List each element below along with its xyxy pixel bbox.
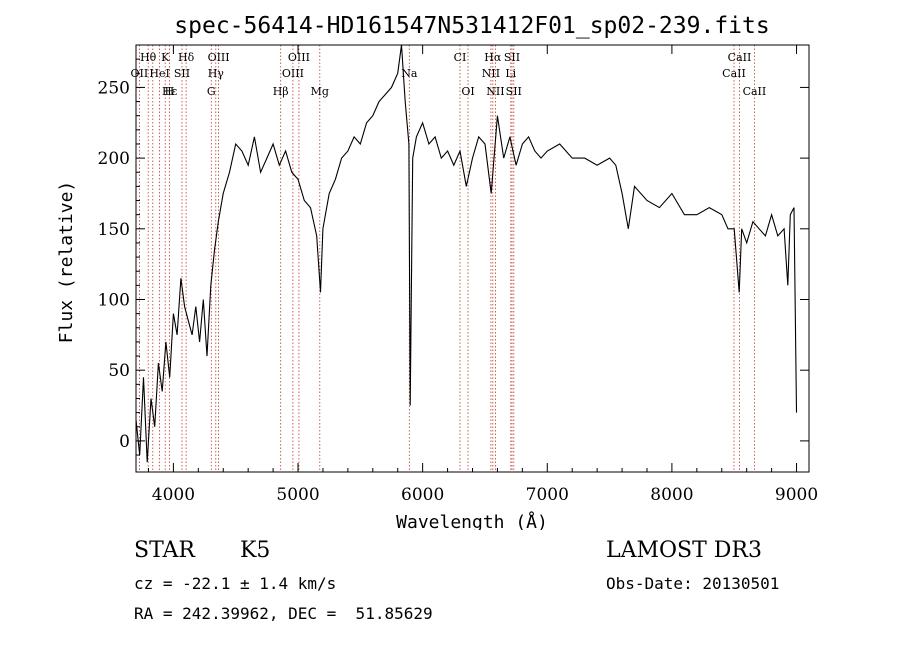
line-label-17: Na: [401, 67, 418, 80]
line-label-14: NII: [482, 67, 500, 80]
line-label-21: Hβ: [273, 85, 289, 98]
line-label-13: OIII: [282, 67, 304, 80]
x-axis-ticks: 4000 5000 6000 7000 8000 9000: [147, 45, 818, 505]
line-label-8: CaII: [728, 51, 752, 64]
line-label-20: G: [207, 85, 216, 98]
line-label-6: Hα: [484, 51, 502, 64]
y-tick-label-1: 50: [108, 361, 130, 381]
line-label-2: Hδ: [178, 51, 195, 64]
line-label-19: H: [165, 85, 175, 98]
line-label-0: Hθ: [140, 51, 157, 64]
y-axis-label: Flux (relative): [56, 181, 77, 344]
y-tick-label-4: 200: [98, 149, 130, 169]
spectral-line-markers: [138, 45, 755, 472]
x-tick-label-1: 5000: [276, 485, 319, 505]
line-label-4: OIII: [288, 51, 310, 64]
y-tick-label-5: 250: [98, 78, 130, 98]
line-label-7: SII: [504, 51, 520, 64]
y-tick-label-2: 100: [98, 291, 130, 311]
x-tick-label-0: 4000: [152, 485, 195, 505]
radial-velocity: cz = -22.1 ± 1.4 km/s: [134, 574, 337, 593]
observation-date: Obs-Date: 20130501: [606, 574, 780, 593]
line-label-5: CI: [454, 51, 467, 64]
line-label-10: HeI: [149, 67, 169, 80]
x-tick-label-5: 9000: [775, 485, 818, 505]
line-label-12: Hγ: [208, 67, 225, 80]
line-label-3: OIII: [208, 51, 230, 64]
y-tick-label-3: 150: [98, 220, 130, 240]
x-axis-label: Wavelength (Å): [396, 511, 548, 530]
line-label-23: OI: [461, 85, 474, 98]
line-label-11: SII: [174, 67, 190, 80]
flux-series-layer: [135, 44, 798, 463]
line-label-26: CaII: [743, 85, 767, 98]
x-tick-label-4: 8000: [650, 485, 693, 505]
line-label-24: NII: [486, 85, 504, 98]
x-tick-label-3: 7000: [526, 485, 569, 505]
plot-frame: [135, 44, 810, 473]
x-tick-label-2: 6000: [401, 485, 444, 505]
flux-series-0: [135, 44, 798, 463]
object-class: STAR: [134, 538, 195, 563]
y-tick-label-0: 0: [119, 432, 130, 452]
line-label-1: K: [161, 51, 170, 64]
line-label-18: Hε: [162, 85, 178, 98]
chart-title: spec-56414-HD161547N531412F01_sp02-239.f…: [174, 13, 769, 39]
object-subclass: K5: [240, 538, 271, 563]
line-label-15: Li: [505, 67, 516, 80]
line-label-22: Mg: [311, 85, 329, 98]
y-axis-ticks: 0 50 100 150 200 250: [98, 58, 809, 456]
line-label-25: SII: [506, 85, 522, 98]
survey-name: LAMOST DR3: [606, 538, 762, 563]
sky-coordinates: RA = 242.39962, DEC = 51.85629: [134, 604, 433, 623]
spectrum-chart: spec-56414-HD161547N531412F01_sp02-239.f…: [56, 13, 818, 530]
line-label-16: CaII: [722, 67, 746, 80]
